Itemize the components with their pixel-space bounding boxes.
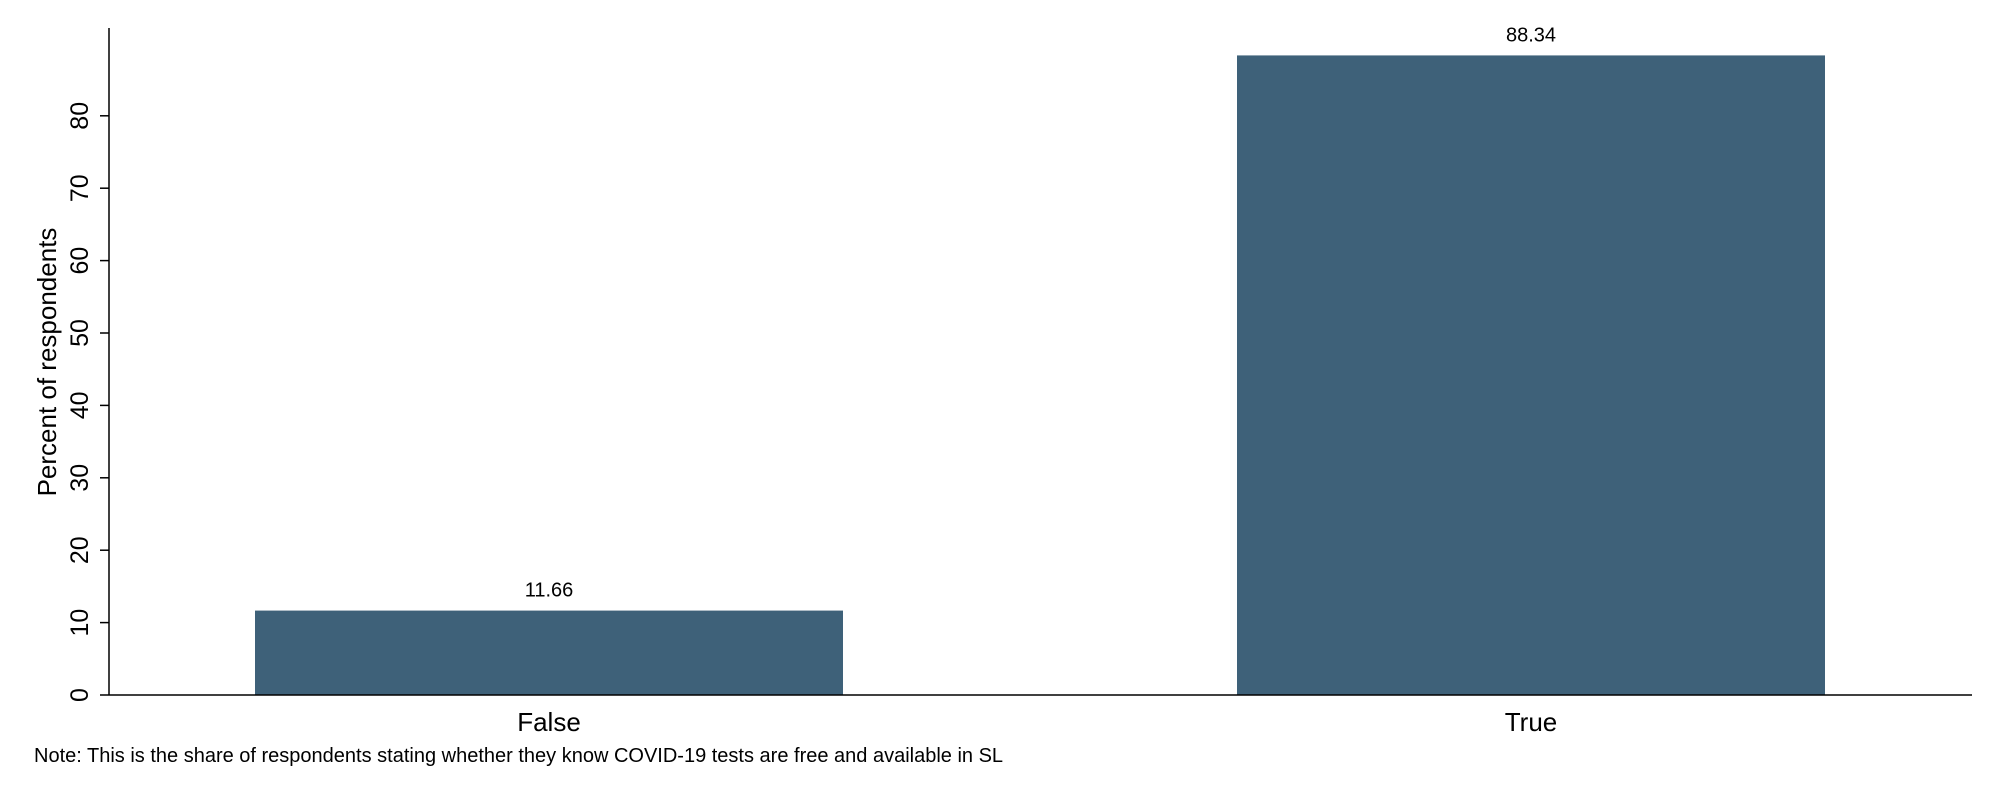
value-labels-group: 11.66 88.34 (525, 24, 1556, 601)
x-tick-label-false: False (517, 707, 581, 737)
value-label-false: 11.66 (525, 580, 574, 602)
y-ticks-group: 0 10 20 30 40 50 60 70 80 (66, 102, 109, 702)
bar-false (255, 610, 843, 695)
x-labels-group: False True (517, 707, 1557, 737)
value-label-true: 88.34 (1506, 24, 1556, 46)
y-tick-label-60: 60 (66, 247, 94, 275)
y-tick-label-70: 70 (66, 174, 94, 202)
y-axis-title: Percent of respondents (32, 228, 62, 497)
chart-note: Note: This is the share of respondents s… (34, 745, 1003, 767)
y-tick-label-50: 50 (66, 319, 94, 347)
y-tick-label-20: 20 (66, 536, 94, 564)
y-tick-label-30: 30 (66, 464, 94, 492)
bars-group (255, 55, 1825, 696)
y-tick-label-40: 40 (66, 391, 94, 419)
y-tick-label-10: 10 (66, 609, 94, 637)
y-tick-label-0: 0 (66, 688, 94, 702)
y-tick-label-80: 80 (66, 102, 94, 130)
bar-true (1237, 55, 1825, 696)
x-tick-label-true: True (1505, 707, 1558, 737)
